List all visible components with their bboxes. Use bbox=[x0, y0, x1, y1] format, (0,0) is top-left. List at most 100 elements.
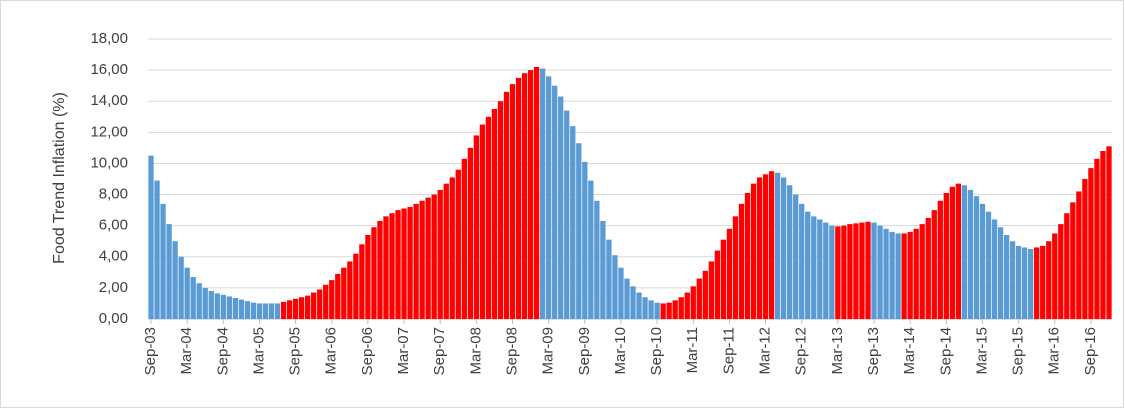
bar bbox=[232, 298, 239, 319]
bar bbox=[1040, 245, 1046, 319]
bar bbox=[521, 73, 528, 319]
x-tick-label: Sep-15 bbox=[1010, 327, 1027, 375]
bar bbox=[564, 110, 570, 319]
bar bbox=[196, 283, 202, 319]
bar bbox=[985, 211, 992, 319]
bar bbox=[618, 267, 624, 319]
y-tick-label: 18,00 bbox=[90, 30, 128, 47]
bar bbox=[1070, 202, 1076, 319]
bar bbox=[298, 297, 305, 319]
bar bbox=[744, 193, 751, 319]
x-tick-label: Sep-10 bbox=[648, 327, 665, 375]
x-tick-label: Sep-16 bbox=[1082, 327, 1099, 375]
bar bbox=[461, 158, 467, 319]
bar bbox=[485, 116, 492, 320]
x-tick-label: Sep-13 bbox=[865, 327, 882, 375]
bar bbox=[515, 77, 522, 319]
bar bbox=[835, 226, 841, 319]
bar bbox=[967, 189, 974, 319]
x-tick-label: Sep-14 bbox=[937, 327, 954, 375]
bar bbox=[533, 67, 540, 319]
x-tick-label: Mar-10 bbox=[612, 327, 629, 375]
x-tick-label: Mar-05 bbox=[250, 327, 267, 375]
bar bbox=[1034, 247, 1040, 319]
bar bbox=[871, 222, 877, 319]
bar bbox=[859, 222, 865, 319]
bar bbox=[762, 174, 769, 319]
bar bbox=[148, 155, 154, 319]
x-tick-label: Sep-08 bbox=[503, 327, 520, 375]
bar bbox=[1052, 233, 1058, 319]
bar bbox=[558, 96, 564, 319]
bar bbox=[672, 300, 678, 319]
bar bbox=[648, 300, 654, 319]
x-tick-label: Sep-11 bbox=[720, 327, 737, 374]
bar bbox=[576, 143, 582, 319]
bar bbox=[654, 302, 660, 319]
bar bbox=[377, 221, 383, 319]
y-tick-label: 2,00 bbox=[99, 279, 128, 296]
bar bbox=[582, 161, 588, 319]
bar bbox=[738, 203, 745, 319]
bar bbox=[624, 278, 630, 319]
bar bbox=[684, 292, 690, 319]
bar bbox=[750, 183, 757, 319]
bar bbox=[913, 228, 919, 319]
bar bbox=[889, 231, 895, 319]
bar bbox=[925, 217, 931, 319]
bar bbox=[877, 225, 883, 319]
bar bbox=[473, 135, 480, 319]
bar bbox=[527, 70, 534, 319]
bar bbox=[787, 185, 793, 319]
bar bbox=[907, 231, 913, 319]
bar bbox=[606, 239, 612, 319]
bar bbox=[1015, 245, 1022, 319]
bar bbox=[431, 194, 437, 319]
bar bbox=[546, 76, 552, 319]
bar bbox=[491, 109, 498, 319]
x-tick-label: Mar-06 bbox=[323, 327, 340, 375]
bar bbox=[829, 225, 835, 319]
x-tick-label: Mar-15 bbox=[973, 327, 990, 375]
y-tick-label: 14,00 bbox=[90, 92, 128, 109]
bar bbox=[955, 183, 962, 319]
bar bbox=[1094, 158, 1100, 319]
bar bbox=[250, 302, 257, 319]
bar bbox=[497, 101, 504, 319]
bar bbox=[256, 303, 263, 319]
bar bbox=[220, 294, 226, 319]
bar bbox=[853, 223, 859, 319]
bar bbox=[1082, 179, 1088, 319]
bar bbox=[383, 216, 389, 319]
bar bbox=[190, 277, 196, 319]
bar bbox=[823, 222, 829, 319]
x-tick-label: Sep-03 bbox=[142, 327, 159, 375]
bar bbox=[780, 177, 787, 319]
bar bbox=[847, 224, 853, 319]
x-tick-label: Sep-04 bbox=[214, 327, 231, 375]
bar bbox=[979, 203, 986, 319]
bar bbox=[178, 256, 184, 319]
bar bbox=[708, 261, 714, 319]
bar bbox=[317, 289, 323, 319]
x-tick-label: Sep-12 bbox=[793, 327, 810, 375]
bar bbox=[774, 172, 781, 319]
bar bbox=[407, 207, 413, 319]
bar bbox=[961, 185, 968, 319]
bar bbox=[612, 255, 618, 319]
bar bbox=[841, 225, 847, 319]
bar bbox=[931, 210, 937, 319]
bar bbox=[1003, 235, 1010, 319]
bar bbox=[509, 84, 516, 319]
bar bbox=[329, 280, 335, 319]
bar bbox=[756, 177, 763, 319]
bar bbox=[311, 292, 317, 319]
bar bbox=[1058, 224, 1064, 319]
bar bbox=[919, 224, 925, 319]
bar bbox=[274, 303, 281, 319]
bar bbox=[401, 208, 407, 319]
bar bbox=[702, 270, 708, 319]
bar bbox=[811, 216, 817, 319]
bar bbox=[570, 126, 576, 319]
